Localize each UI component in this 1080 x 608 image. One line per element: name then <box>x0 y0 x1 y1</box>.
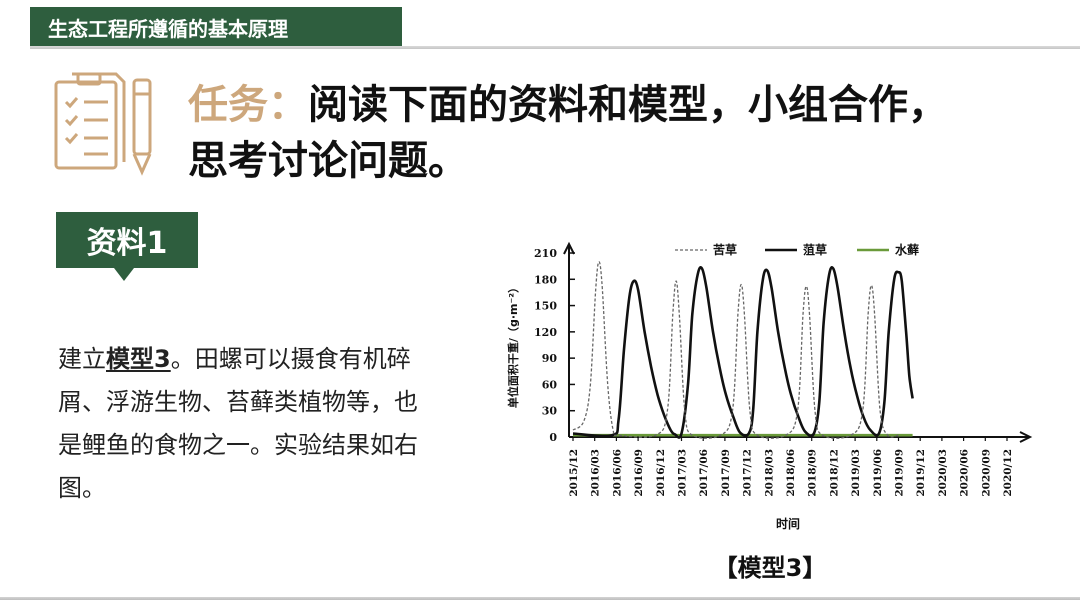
x-tick-label: 2018/03 <box>763 449 775 497</box>
material-tag: 资料1 <box>56 212 198 268</box>
x-tick-label: 2020/06 <box>959 449 971 497</box>
section-title: 生态工程所遵循的基本原理 <box>30 7 402 47</box>
y-tick-label: 90 <box>542 352 558 365</box>
header-divider <box>30 46 1080 49</box>
y-tick-label: 180 <box>534 273 557 286</box>
y-tick-label: 30 <box>542 405 558 418</box>
x-tick-label: 2016/06 <box>611 449 623 497</box>
x-tick-label: 2016/12 <box>655 449 667 497</box>
y-axis-arrow <box>563 241 575 255</box>
x-tick-label: 2017/03 <box>677 449 689 497</box>
x-tick-label: 2017/06 <box>698 449 710 497</box>
series-line <box>572 266 914 439</box>
task-prefix: 任务： <box>188 82 308 128</box>
task-heading-line2: 思考讨论问题。 <box>188 138 468 184</box>
y-tick-label: 120 <box>534 326 557 339</box>
x-tick-label: 2018/06 <box>785 449 797 497</box>
x-tick-label: 2015/12 <box>568 449 580 497</box>
x-tick-label: 2017/09 <box>720 449 732 497</box>
desc-pre: 建立 <box>58 345 106 373</box>
x-tick-label: 2020/09 <box>980 449 992 497</box>
desc-model-ref: 模型3 <box>106 345 171 373</box>
biomass-line-chart: 0 30 60 90 120 150 180 210 2015/12 2016/03 2016/06… <box>506 241 1033 531</box>
chart-caption: 【模型3】 <box>713 554 827 582</box>
x-tick-label: 2019/03 <box>850 449 862 497</box>
legend-label: 水藓 <box>895 242 919 257</box>
x-tick-label: 2020/12 <box>1002 449 1014 497</box>
x-tick-label: 2017/12 <box>742 449 754 497</box>
material-description: 建立模型3。田螺可以摄食有机碎屑、浮游生物、苔藓类植物等，也是鲤鱼的食物之一。实… <box>58 338 438 510</box>
x-tick-label: 2016/09 <box>633 449 645 497</box>
y-tick-label: 210 <box>534 247 557 260</box>
task-text: 阅读下面的资料和模型，小组合作， <box>308 82 948 128</box>
series-line <box>572 261 899 439</box>
x-axis-label: 时间 <box>776 516 800 531</box>
legend-label: 菹草 <box>803 242 827 257</box>
x-tick-label: 2019/06 <box>872 449 884 497</box>
footer-divider <box>0 597 1080 600</box>
x-axis-arrow <box>1019 431 1033 443</box>
task-heading-line1: 任务：阅读下面的资料和模型，小组合作， <box>188 72 948 130</box>
legend-label: 苦草 <box>713 242 737 257</box>
x-tick-label: 2016/03 <box>590 449 602 497</box>
x-tick-label: 2018/12 <box>828 449 840 497</box>
checklist-pen-icon <box>54 72 152 176</box>
x-tick-label: 2019/09 <box>894 449 906 497</box>
x-tick-label: 2020/03 <box>937 449 949 497</box>
material-tag-pointer <box>114 268 134 281</box>
y-tick-label: 0 <box>549 431 557 444</box>
desc-post: 。田螺可以摄食有机碎屑、浮游生物、苔藓类植物等，也是鲤鱼的食物之一。实验结果如右… <box>58 345 418 502</box>
y-tick-label: 60 <box>542 378 558 391</box>
x-tick-label: 2019/12 <box>915 449 927 497</box>
y-tick-label: 150 <box>534 300 557 313</box>
y-axis-label: 单位面积干重/（g·m⁻²） <box>506 282 520 408</box>
x-tick-label: 2018/09 <box>807 449 819 497</box>
